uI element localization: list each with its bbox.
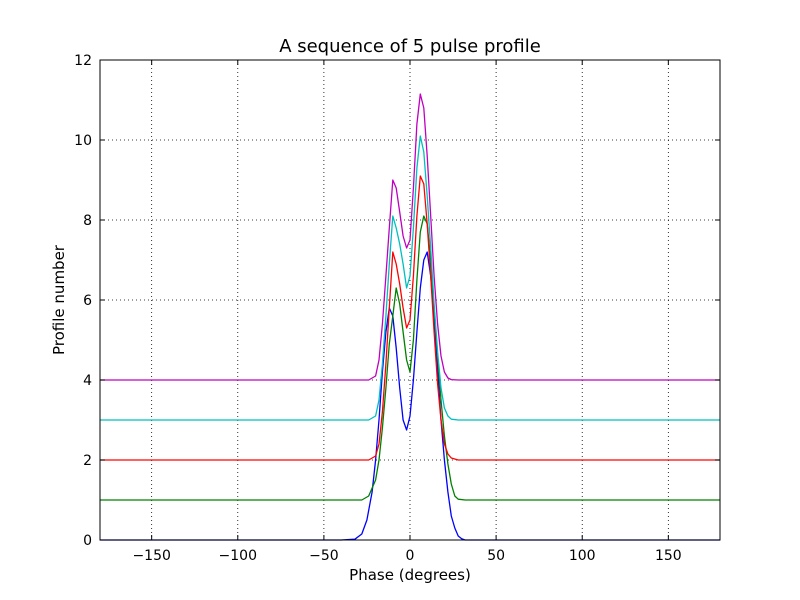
series-line-profile-0 <box>100 251 720 541</box>
y-tick-label: 0 <box>83 533 92 549</box>
series-line-profile-3 <box>100 135 720 421</box>
axis-ticks: −150 −100 −50 0 50 100 150 0 2 4 6 8 10 12 <box>74 53 720 564</box>
x-axis-title: Phase (degrees) <box>349 566 471 584</box>
series-line-profile-2 <box>100 175 720 461</box>
y-tick-label: 8 <box>83 213 92 229</box>
series-line-profile-4 <box>100 93 720 381</box>
x-tick-label: 50 <box>487 548 505 564</box>
x-tick-label: −50 <box>309 548 339 564</box>
y-tick-label: 6 <box>83 293 92 309</box>
chart-title: A sequence of 5 pulse profile <box>279 36 541 57</box>
x-tick-label: −100 <box>219 548 257 564</box>
series-layer <box>100 93 720 541</box>
y-tick-label: 10 <box>74 133 92 149</box>
x-tick-label: 150 <box>655 548 682 564</box>
x-tick-label: 100 <box>569 548 596 564</box>
y-axis-title: Profile number <box>50 244 68 355</box>
x-tick-label: 0 <box>406 548 415 564</box>
y-tick-label: 12 <box>74 53 92 69</box>
y-tick-label: 4 <box>83 373 92 389</box>
series-line-profile-1 <box>100 215 720 501</box>
x-tick-label: −150 <box>132 548 170 564</box>
y-tick-label: 2 <box>83 453 92 469</box>
